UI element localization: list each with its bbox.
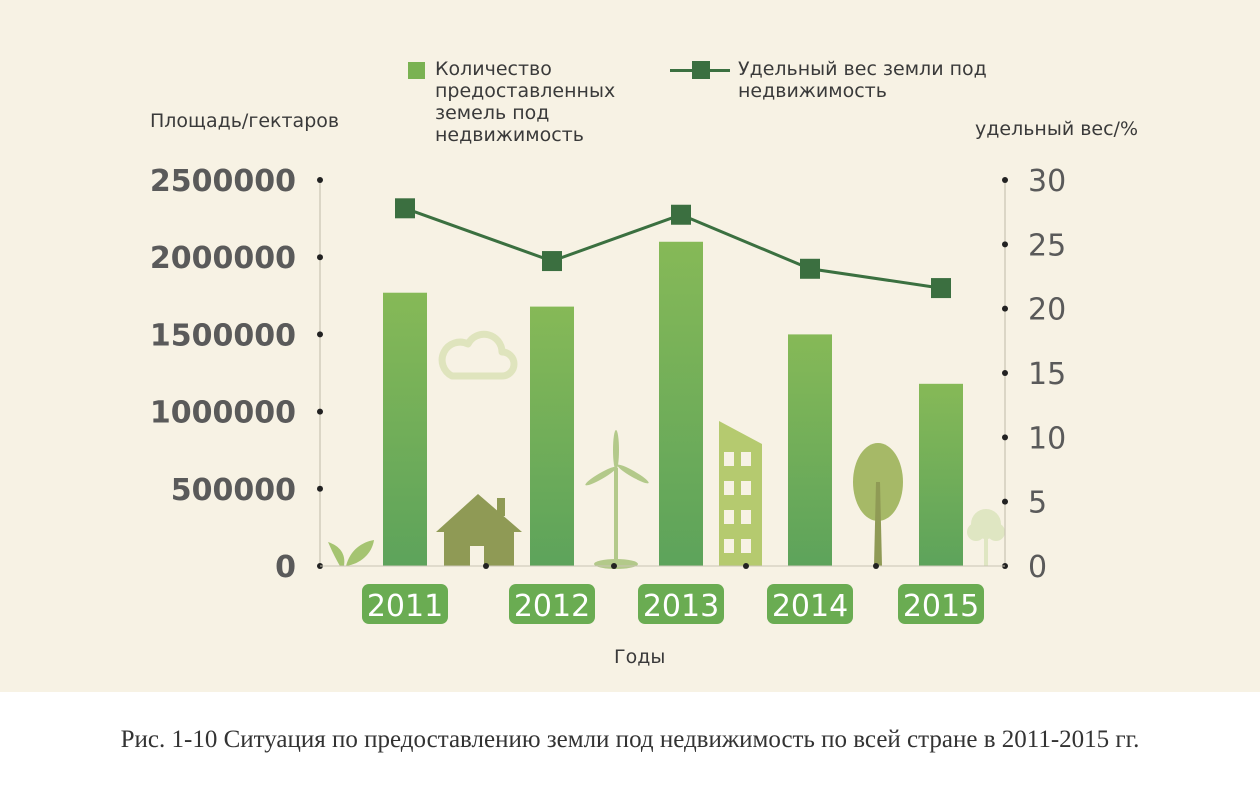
bar-2014 xyxy=(788,334,832,566)
line-marker-2012 xyxy=(542,251,562,272)
bar-2012 xyxy=(530,306,574,566)
x-tick-label-bg xyxy=(638,584,724,624)
y-left-tick-label: 1000000 xyxy=(150,396,296,431)
building-icon xyxy=(719,421,762,566)
chart-canvas: 0 500000 1000000 1500000 2000000 2500000 0 5 10 1… xyxy=(150,164,1066,624)
x-axis-tick-dot xyxy=(743,563,749,569)
cloud-icon xyxy=(438,330,518,380)
legend-bar-label: Количество предоставленных земель под не… xyxy=(435,58,616,146)
tree-icon xyxy=(853,443,903,566)
y-left-tick-dot xyxy=(317,408,323,415)
y-right-tick-dot xyxy=(1002,305,1008,312)
y-left-tick-label: 2500000 xyxy=(150,164,296,199)
x-axis-tick-dot xyxy=(611,563,617,569)
legend-line-label: Удельный вес земли под недвижимость xyxy=(738,58,987,102)
x-tick-label: 2011 xyxy=(367,589,443,624)
line-marker-2013 xyxy=(671,204,691,225)
x-tick-label-bg xyxy=(767,584,853,624)
x-tick-label-bg xyxy=(509,584,595,624)
x-axis-tick-dot xyxy=(873,563,879,569)
y-axis-right-title: удельный вес/% xyxy=(975,118,1139,140)
x-tick-label: 2012 xyxy=(514,589,590,624)
y-left-tick-dot xyxy=(317,331,323,338)
x-axis-tick-dot xyxy=(483,563,489,569)
y-right-tick-label: 10 xyxy=(1028,421,1066,456)
x-tick-label: 2014 xyxy=(772,589,848,624)
y-right-tick-label: 20 xyxy=(1028,293,1066,328)
bar-2015 xyxy=(919,383,963,566)
line-marker-2014 xyxy=(800,258,820,279)
bar-2011 xyxy=(383,292,427,566)
y-left-tick-label: 500000 xyxy=(171,473,296,508)
y-right-tick-dot xyxy=(1002,434,1008,441)
x-tick-label: 2013 xyxy=(643,589,719,624)
y-right-tick-dot xyxy=(1002,177,1008,183)
y-right-tick-label: 0 xyxy=(1028,550,1047,585)
y-right-tick-dot xyxy=(1002,370,1008,376)
legend-bar-swatch xyxy=(408,62,425,79)
x-tick-label-bg xyxy=(362,584,448,624)
bars-layer xyxy=(383,241,963,566)
y-axis-left-title: Площадь/гектаров xyxy=(150,110,340,132)
y-left-tick-label: 0 xyxy=(275,550,296,585)
line-layer xyxy=(395,198,951,299)
y-right-tick-label: 5 xyxy=(1028,486,1047,521)
chart-panel xyxy=(0,0,1260,692)
y-right-tick-dot xyxy=(1002,241,1008,248)
y-right-tick-label: 25 xyxy=(1028,228,1066,263)
x-axis-title: Годы xyxy=(614,646,666,668)
house-icon xyxy=(436,494,522,566)
line-marker-2011 xyxy=(395,198,415,219)
axes-layer: 0 500000 1000000 1500000 2000000 2500000 0 5 10 1… xyxy=(150,164,1066,585)
sprout-icon xyxy=(328,540,374,566)
decorative-illustrations xyxy=(328,330,1005,569)
wind-turbine-icon xyxy=(585,430,649,569)
y-right-tick-label: 30 xyxy=(1028,164,1066,199)
small-tree-icon xyxy=(967,509,1005,566)
figure-caption: Рис. 1-10 Ситуация по предоставлению зем… xyxy=(120,726,1140,753)
bar-2013 xyxy=(659,241,703,566)
line-marker-2015 xyxy=(931,278,951,299)
y-right-tick-label: 15 xyxy=(1028,357,1066,392)
y-left-tick-dot xyxy=(317,485,323,492)
y-left-tick-label: 1500000 xyxy=(150,318,296,353)
legend-line-marker xyxy=(692,61,710,79)
y-right-tick-dot xyxy=(1002,498,1008,505)
year-labels-layer: 2011 2012 2013 2014 2015 xyxy=(362,584,984,624)
y-left-tick-dot xyxy=(317,254,323,261)
x-tick-label-bg xyxy=(898,584,984,624)
y-left-tick-label: 2000000 xyxy=(150,241,296,276)
x-tick-label: 2015 xyxy=(903,589,979,624)
y-left-tick-dot xyxy=(317,177,323,183)
